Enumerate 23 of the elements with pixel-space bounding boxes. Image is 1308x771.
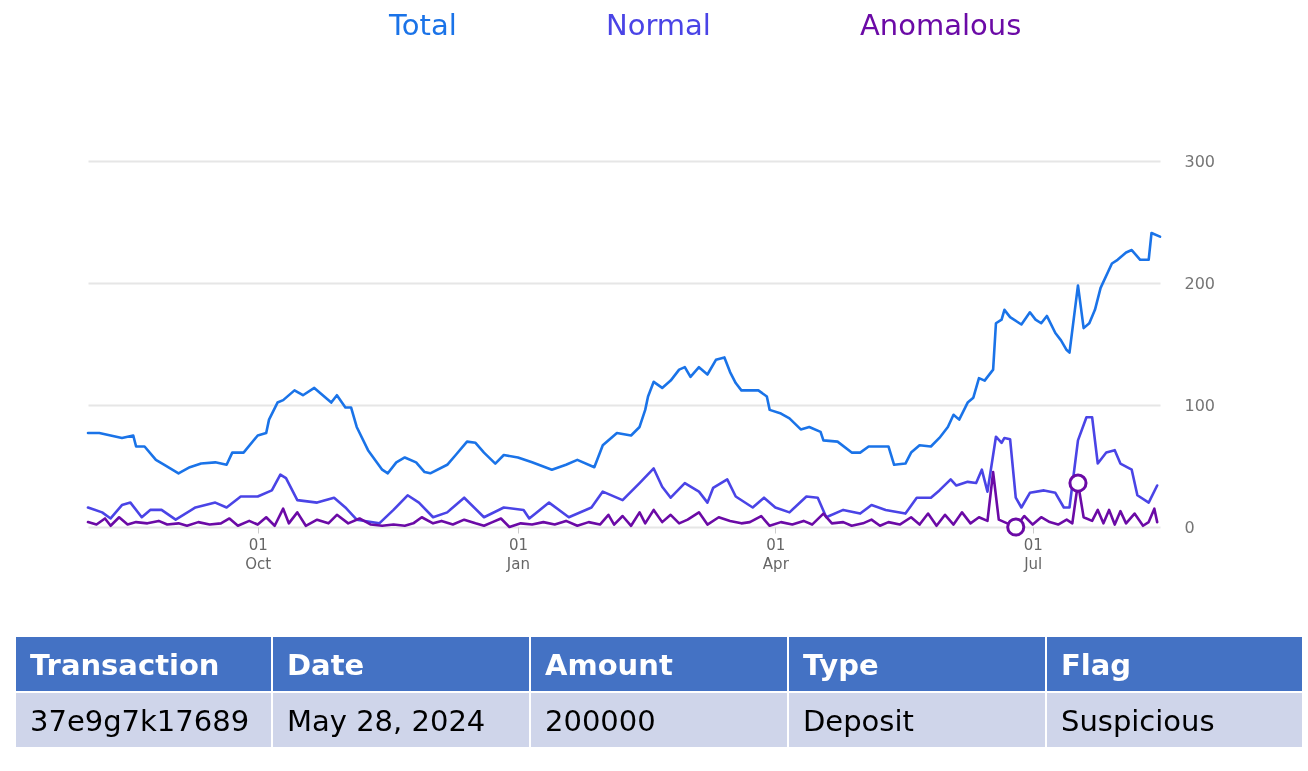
y-tick-label: 200 (1184, 273, 1216, 293)
text: 37e9g7k17689 (16, 693, 271, 747)
x-tick-label: 01 Jan (505, 535, 530, 573)
text: Transaction (16, 637, 271, 691)
y-tick-label: 100 (1184, 395, 1216, 415)
line-series (86, 415, 1159, 525)
text: Flag (1047, 637, 1302, 691)
text: Type (789, 637, 1045, 691)
text: Date (273, 637, 529, 691)
line-series (86, 231, 1162, 475)
y-tick-label: 300 (1184, 151, 1216, 171)
text: May 28, 2024 (273, 693, 529, 747)
text: Deposit (789, 693, 1045, 747)
x-tick-label: 01 Apr (762, 535, 790, 573)
text: 200000 (531, 693, 787, 747)
text: Normal (606, 7, 711, 42)
text: Suspicious (1047, 693, 1302, 747)
text: Total (388, 7, 457, 42)
text: Amount (531, 637, 787, 691)
y-tick-label: 0 (1184, 517, 1195, 537)
x-tick-label: 01 Jul (1023, 535, 1043, 573)
x-tick-label: 01 Oct (245, 535, 272, 573)
text: Anomalous (860, 7, 1022, 42)
